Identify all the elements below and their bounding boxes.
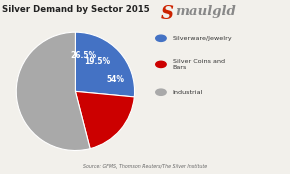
Wedge shape (75, 91, 134, 149)
Text: Silver Demand by Sector 2015: Silver Demand by Sector 2015 (1, 5, 149, 14)
Wedge shape (75, 32, 135, 97)
Text: 26.5%: 26.5% (71, 51, 97, 60)
Text: maulgld: maulgld (175, 5, 236, 18)
Wedge shape (16, 32, 90, 151)
Text: Source: GFMS, Thomson Reuters/The Silver Institute: Source: GFMS, Thomson Reuters/The Silver… (83, 164, 207, 169)
Text: S: S (161, 5, 174, 23)
Text: Silver Coins and
Bars: Silver Coins and Bars (173, 59, 225, 70)
Text: 54%: 54% (106, 75, 124, 84)
Text: Silverware/Jewelry: Silverware/Jewelry (173, 36, 232, 41)
Text: 19.5%: 19.5% (84, 57, 110, 66)
Text: Industrial: Industrial (173, 90, 203, 95)
